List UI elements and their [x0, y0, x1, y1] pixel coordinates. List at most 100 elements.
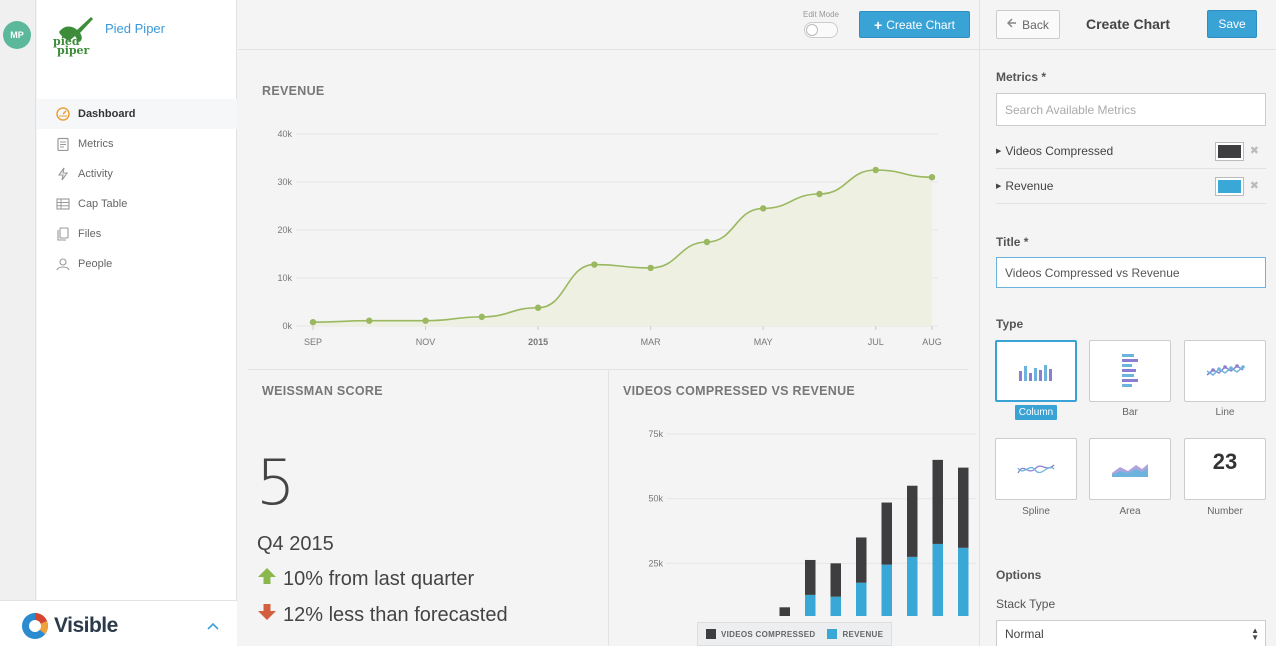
type-label-line: Line [1215, 407, 1235, 418]
number-icon: 23 [1212, 449, 1238, 474]
type-column-button[interactable] [995, 340, 1077, 402]
lightning-icon [55, 166, 71, 182]
sidebar-footer: Visible [0, 600, 237, 646]
stack-bar-segment [958, 547, 969, 616]
weissman-card-title: WEISSMAN SCORE [262, 384, 383, 398]
revenue-area-fill [313, 170, 932, 326]
sidebar-item-label: Activity [78, 168, 113, 180]
options-label: Options [996, 568, 1042, 582]
metric-row-videos-compressed[interactable]: ▶ Videos Compressed ✖ [996, 134, 1266, 169]
chevron-up-icon[interactable] [206, 618, 220, 636]
type-area-button[interactable] [1089, 438, 1171, 500]
chart-title-input[interactable] [996, 257, 1266, 288]
legend-swatch [706, 629, 716, 639]
sidebar-item-cap-table[interactable]: Cap Table [37, 189, 237, 219]
type-number-button[interactable]: 23 [1184, 438, 1266, 500]
sidebar-item-metrics[interactable]: Metrics [37, 129, 237, 159]
pied-piper-logo-icon: pied piper [53, 17, 93, 57]
edit-mode-label: Edit Mode [802, 10, 840, 19]
y-tick-label: 0k [282, 321, 292, 331]
revenue-data-point [591, 261, 598, 268]
type-spline-button[interactable] [995, 438, 1077, 500]
color-swatch[interactable] [1215, 177, 1244, 196]
metric-row-revenue[interactable]: ▶ Revenue ✖ [996, 169, 1266, 204]
metric-label: Revenue [1005, 179, 1054, 193]
company-name[interactable]: Pied Piper [105, 21, 165, 36]
revenue-data-point [872, 166, 879, 174]
color-swatch[interactable] [1215, 142, 1244, 161]
caret-right-icon[interactable]: ▶ [996, 148, 1002, 155]
caret-right-icon[interactable]: ▶ [996, 183, 1002, 190]
legend-item[interactable]: VIDEOS COMPRESSED [706, 629, 815, 639]
chart-legend: VIDEOS COMPRESSED REVENUE [697, 622, 893, 646]
stack-bar-segment [856, 582, 867, 616]
stack-type-select[interactable]: Normal ▲ ▼ [996, 620, 1266, 646]
sidebar-item-label: Cap Table [78, 198, 128, 210]
create-chart-label: Create Chart [886, 17, 955, 32]
revenue-data-point [928, 174, 936, 181]
save-button[interactable]: Save [1207, 10, 1257, 38]
metric-search-input[interactable] [996, 93, 1266, 126]
type-line-button[interactable] [1184, 340, 1266, 402]
back-label: Back [1022, 17, 1049, 32]
sidebar-item-people[interactable]: People [37, 249, 237, 279]
create-chart-button[interactable]: + Create Chart [859, 11, 970, 38]
stack-bar-segment [805, 559, 816, 595]
revenue-data-point [647, 264, 654, 272]
select-value: Normal [1005, 627, 1044, 641]
remove-icon[interactable]: ✖ [1249, 180, 1259, 192]
stack-bar-segment [856, 537, 867, 583]
type-label-number: Number [1207, 506, 1243, 517]
kpi-text: 12% less than forecasted [283, 603, 508, 626]
kpi-change-quarter: 10% from last quarter [257, 567, 474, 591]
kpi-text: 10% from last quarter [283, 567, 475, 590]
files-icon [55, 226, 71, 242]
area-chart-icon [1112, 464, 1148, 477]
arrow-down-icon [257, 603, 277, 627]
company-logo[interactable]: pied piper [51, 14, 99, 58]
stack-bar-segment [932, 543, 943, 616]
sidebar-item-dashboard[interactable]: Dashboard [37, 99, 237, 129]
person-icon [55, 256, 71, 272]
type-label-spline: Spline [1022, 506, 1050, 517]
revenue-data-point [478, 313, 486, 321]
x-tick-label: MAR [641, 337, 662, 347]
legend-label: REVENUE [842, 629, 884, 639]
x-tick-label: NOV [416, 337, 436, 347]
svg-text:piper: piper [57, 44, 90, 57]
back-button[interactable]: Back [996, 10, 1060, 39]
x-tick-label: SEP [304, 337, 322, 347]
y-tick-label: 40k [277, 129, 292, 139]
x-tick-label: AUG [922, 337, 942, 347]
type-label-area: Area [1119, 506, 1141, 517]
legend-item[interactable]: REVENUE [827, 629, 883, 639]
stack-type-label: Stack Type [996, 597, 1056, 611]
revenue-card-title: REVENUE [262, 84, 325, 98]
avatar[interactable]: MP [3, 21, 31, 49]
stack-bar-segment [830, 563, 841, 597]
column-chart-icon [1019, 365, 1052, 381]
kpi-forecast: 12% less than forecasted [257, 603, 508, 627]
create-chart-panel: Back Create Chart Save Metrics * ▶ Video… [979, 0, 1276, 646]
sidebar-item-label: People [78, 258, 113, 270]
svg-text:pied: pied [53, 35, 80, 48]
remove-icon[interactable]: ✖ [1249, 145, 1259, 157]
arrow-left-icon [1007, 18, 1017, 31]
stack-bar-segment [907, 556, 918, 616]
visible-wordmark: Visible [54, 614, 118, 637]
y-tick-label: 75k [648, 429, 663, 439]
visible-logo-icon [22, 613, 48, 639]
edit-mode-toggle[interactable] [804, 22, 838, 38]
sidebar-item-label: Files [78, 228, 102, 240]
stack-bar-segment [881, 502, 892, 565]
stack-bar-segment [805, 594, 816, 616]
type-label-column: Column [995, 405, 1077, 420]
revenue-data-point [759, 205, 767, 212]
sidebar-item-files[interactable]: Files [37, 219, 237, 249]
stack-bar-segment [932, 459, 943, 544]
plus-icon: + [874, 16, 883, 33]
line-chart-icon [1206, 364, 1245, 376]
type-bar-button[interactable] [1089, 340, 1171, 402]
spline-chart-icon [1017, 464, 1055, 474]
sidebar-item-activity[interactable]: Activity [37, 159, 237, 189]
